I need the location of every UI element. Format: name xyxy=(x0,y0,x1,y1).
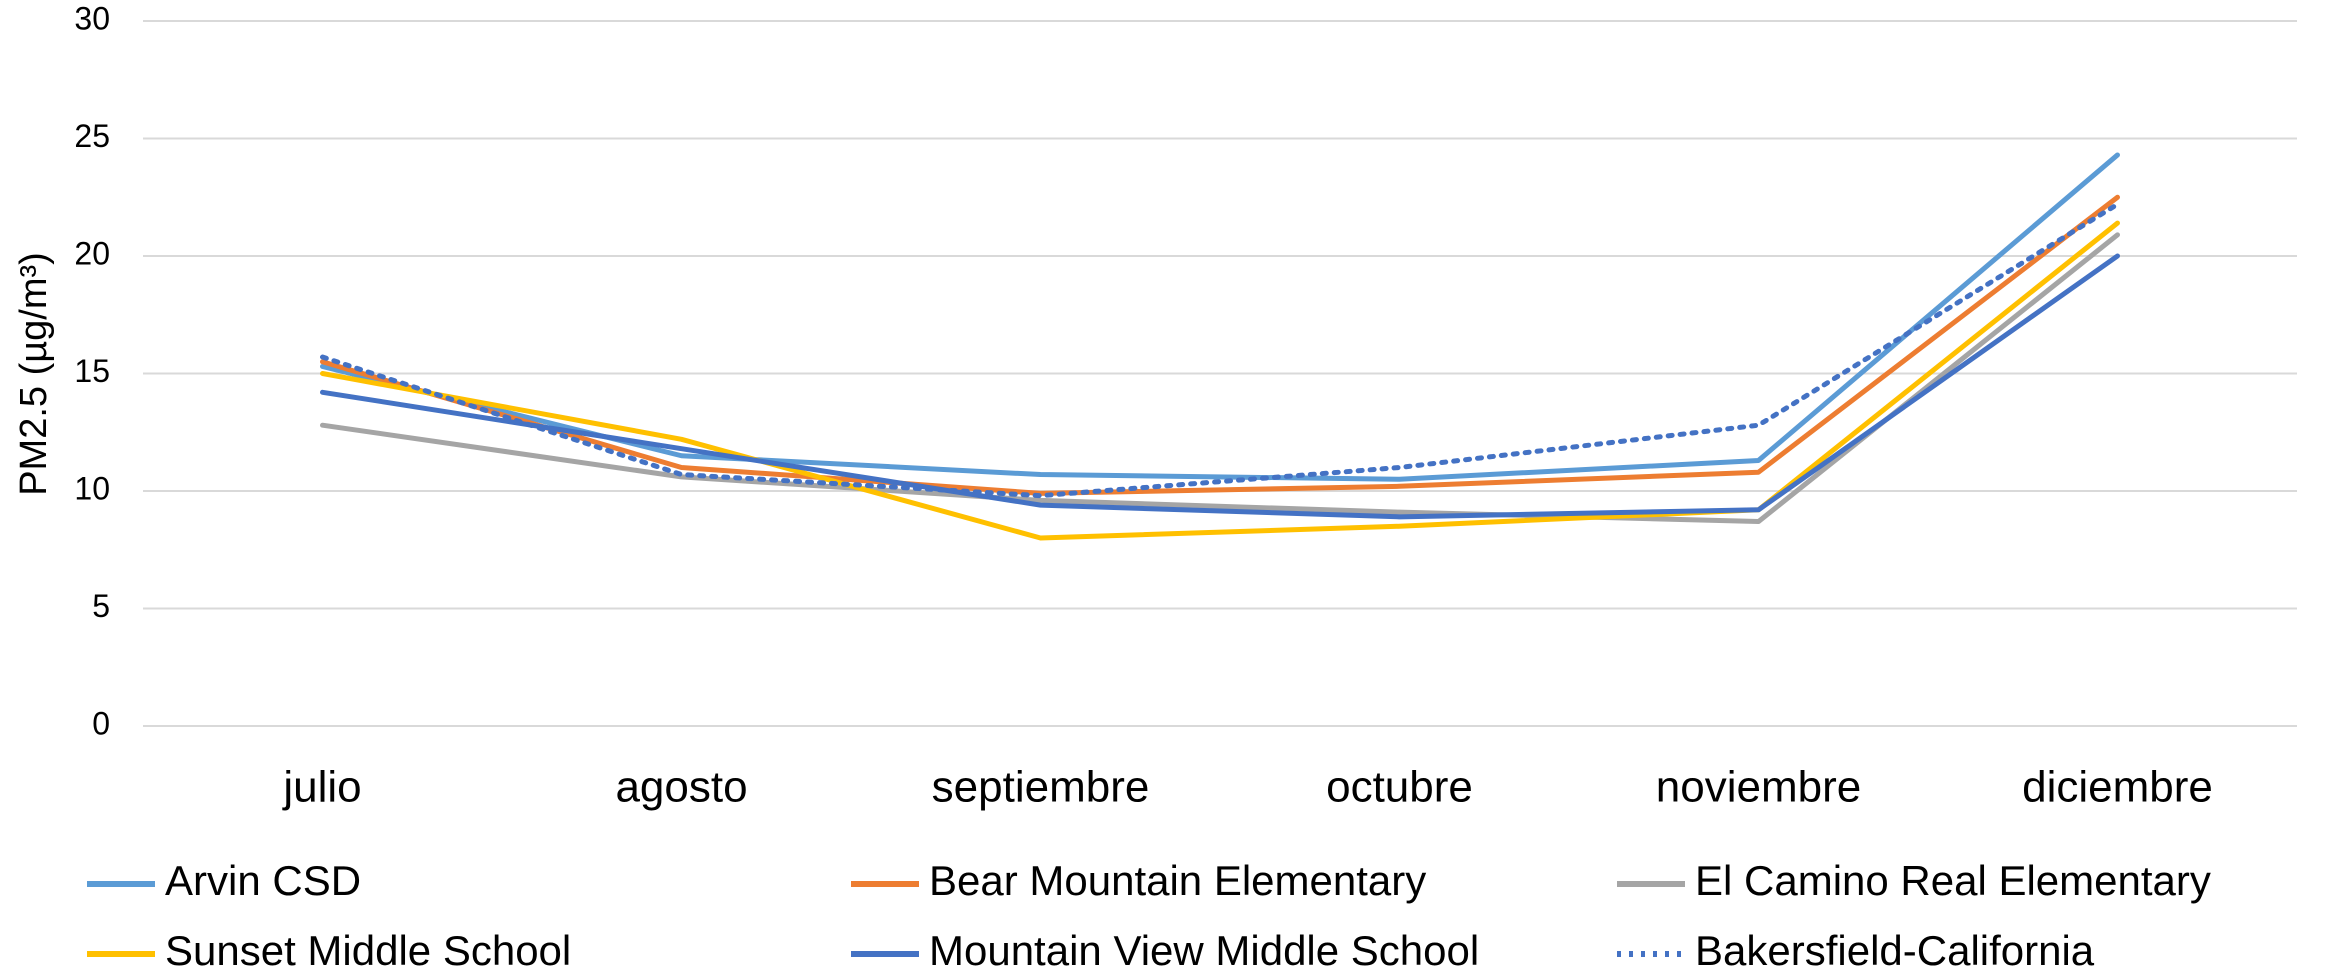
series-line xyxy=(320,152,2120,482)
legend-label: Mountain View Middle School xyxy=(929,927,1479,972)
legend-label: Bakersfield-California xyxy=(1695,927,2095,972)
y-axis-label: PM2.5 (µg/m³) xyxy=(13,252,55,496)
y-tick-label: 0 xyxy=(92,705,110,741)
series-line xyxy=(320,253,2120,520)
y-tick-label: 15 xyxy=(74,353,110,389)
legend-label: Sunset Middle School xyxy=(165,927,571,972)
series-line xyxy=(320,194,2120,496)
y-tick-label: 10 xyxy=(74,470,110,506)
y-tick-label: 20 xyxy=(74,235,110,271)
series-line xyxy=(320,232,2120,525)
series-line xyxy=(320,220,2120,541)
y-tick-label: 25 xyxy=(74,118,110,154)
legend-label: El Camino Real Elementary xyxy=(1695,857,2211,904)
x-tick-label: septiembre xyxy=(932,763,1150,812)
legend-label: Arvin CSD xyxy=(165,857,361,904)
x-tick-label: octubre xyxy=(1326,763,1473,812)
x-tick-label: agosto xyxy=(615,763,747,812)
x-tick-label: noviembre xyxy=(1656,763,1861,812)
series-line xyxy=(320,201,2120,499)
y-tick-label: 5 xyxy=(92,588,110,624)
x-tick-label: julio xyxy=(281,763,361,812)
x-tick-label: diciembre xyxy=(2022,763,2213,812)
legend-label: Bear Mountain Elementary xyxy=(929,857,1426,904)
y-tick-label: 30 xyxy=(74,0,110,36)
